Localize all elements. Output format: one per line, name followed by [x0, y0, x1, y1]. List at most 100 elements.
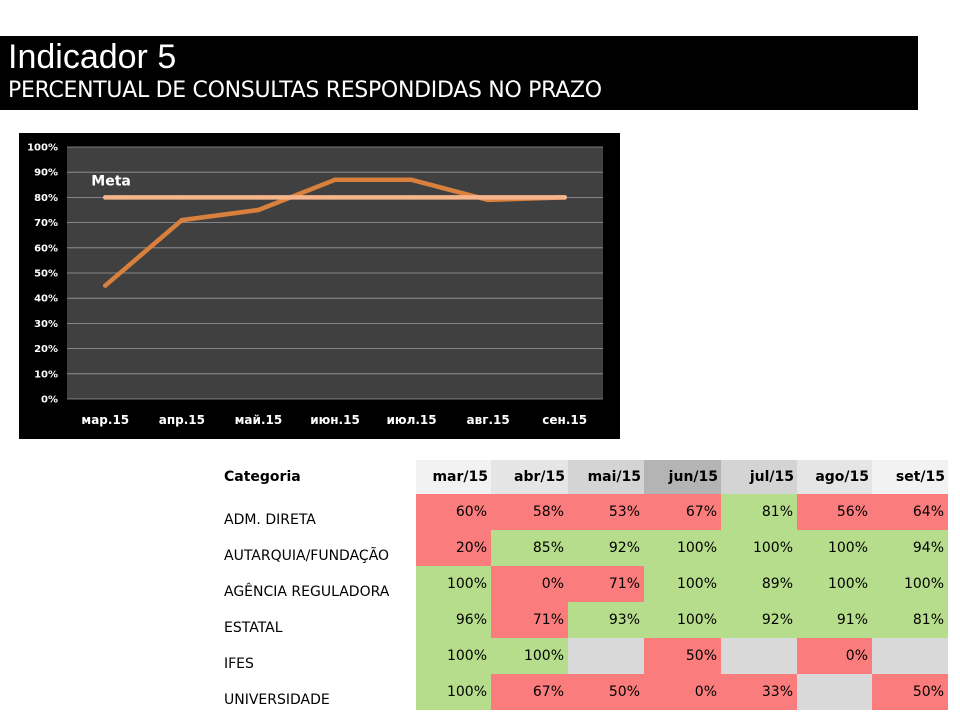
- table-cell: 50%: [568, 674, 644, 710]
- table-cell: 92%: [721, 602, 797, 638]
- table-cell: 100%: [416, 566, 491, 602]
- slide-subtitle: PERCENTUAL DE CONSULTAS RESPONDIDAS NO P…: [8, 78, 602, 103]
- table-row: IFES 100% 100% 50% 0%: [221, 638, 948, 674]
- line-chart: 0% 10% 20% 30% 40% 50% 60% 70% 80% 90% 100% мар.15 а…: [19, 133, 620, 439]
- x-tick-label: апр.15: [159, 413, 205, 427]
- y-tick-label: 70%: [34, 218, 58, 229]
- column-header: mai/15: [568, 460, 644, 494]
- table-cell: [797, 674, 872, 710]
- table-cell: 81%: [721, 494, 797, 530]
- data-point: [179, 217, 185, 223]
- meta-point: [562, 195, 567, 200]
- table-cell: 33%: [721, 674, 797, 710]
- table-cell: 85%: [491, 530, 568, 566]
- table-cell: 100%: [416, 674, 491, 710]
- table-cell: 0%: [797, 638, 872, 674]
- y-tick-label: 30%: [34, 319, 58, 330]
- y-tick-label: 80%: [34, 193, 58, 204]
- y-tick-label: 10%: [34, 369, 58, 380]
- table-cell: 50%: [644, 638, 721, 674]
- table-cell: 0%: [644, 674, 721, 710]
- table-cell: 71%: [568, 566, 644, 602]
- y-tick-label: 60%: [34, 243, 58, 254]
- table-cell: 92%: [568, 530, 644, 566]
- data-point: [332, 177, 338, 182]
- slide-title: Indicador 5: [8, 38, 177, 76]
- table-cell: 50%: [872, 674, 948, 710]
- x-tick-label: июн.15: [310, 413, 360, 427]
- table-cell: 93%: [568, 602, 644, 638]
- title-bar: [0, 36, 918, 110]
- x-tick-label: май.15: [235, 413, 283, 427]
- chart-svg: 0% 10% 20% 30% 40% 50% 60% 70% 80% 90% 100% мар.15 а…: [27, 143, 603, 427]
- column-header: ago/15: [797, 460, 872, 494]
- meta-point: [103, 195, 108, 200]
- table-cell: 100%: [416, 638, 491, 674]
- table-cell: 71%: [491, 602, 568, 638]
- table-cell: 100%: [721, 530, 797, 566]
- column-header-categoria: Categoria: [221, 460, 416, 494]
- row-label: ADM. DIRETA: [221, 494, 416, 530]
- meta-point: [409, 195, 414, 200]
- x-tick-label: июл.15: [387, 413, 437, 427]
- table-cell: 96%: [416, 602, 491, 638]
- x-tick-label: сен.15: [542, 413, 587, 427]
- table-cell: 60%: [416, 494, 491, 530]
- table-row: ESTATAL 96% 71% 93% 100% 92% 91% 81%: [221, 602, 948, 638]
- table-cell: 100%: [644, 530, 721, 566]
- table-row: UNIVERSIDADE 100% 67% 50% 0% 33% 50%: [221, 674, 948, 710]
- row-label: UNIVERSIDADE: [221, 674, 416, 710]
- y-tick-label: 50%: [34, 269, 58, 280]
- row-label: AUTARQUIA/FUNDAÇÃO: [221, 530, 416, 566]
- meta-point: [179, 195, 185, 200]
- table-row: ADM. DIRETA 60% 58% 53% 67% 81% 56% 64%: [221, 494, 948, 530]
- table-cell: 20%: [416, 530, 491, 566]
- column-header: set/15: [872, 460, 948, 494]
- table-row: AUTARQUIA/FUNDAÇÃO 20% 85% 92% 100% 100% 100% 9…: [221, 530, 948, 566]
- table-cell: 56%: [797, 494, 872, 530]
- table-cell: 81%: [872, 602, 948, 638]
- y-tick-label: 100%: [27, 143, 58, 154]
- table-cell: 67%: [491, 674, 568, 710]
- table-body: ADM. DIRETA 60% 58% 53% 67% 81% 56% 64% AUTARQUI…: [221, 494, 948, 710]
- table-cell: 89%: [721, 566, 797, 602]
- table-cell: 64%: [872, 494, 948, 530]
- y-tick-label: 20%: [34, 344, 58, 355]
- table-cell: 100%: [797, 530, 872, 566]
- category-table: Categoria mar/15 abr/15 mai/15 jun/15 jul/15 a…: [221, 460, 948, 710]
- table-cell: 100%: [644, 566, 721, 602]
- column-header: jun/15: [644, 460, 721, 494]
- table-cell: 94%: [872, 530, 948, 566]
- y-tick-label: 40%: [34, 294, 58, 305]
- y-tick-label: 0%: [41, 395, 58, 406]
- table-row: AGÊNCIA REGULADORA 100% 0% 71% 100% 89% 100% 10…: [221, 566, 948, 602]
- table-cell: 53%: [568, 494, 644, 530]
- column-header: jul/15: [721, 460, 797, 494]
- column-header: mar/15: [416, 460, 491, 494]
- table-cell: [721, 638, 797, 674]
- meta-label: Meta: [91, 173, 131, 189]
- row-label: IFES: [221, 638, 416, 674]
- x-tick-label: авг.15: [467, 413, 510, 427]
- meta-point: [256, 195, 261, 200]
- table-cell: [872, 638, 948, 674]
- row-label: AGÊNCIA REGULADORA: [221, 566, 416, 602]
- table-cell: 100%: [797, 566, 872, 602]
- meta-point: [332, 195, 338, 200]
- row-label: ESTATAL: [221, 602, 416, 638]
- table-header-row: Categoria mar/15 abr/15 mai/15 jun/15 jul/15 a…: [221, 460, 948, 494]
- data-point: [256, 207, 261, 213]
- table-cell: 100%: [872, 566, 948, 602]
- table-cell: 100%: [644, 602, 721, 638]
- column-header: abr/15: [491, 460, 568, 494]
- table-cell: 100%: [491, 638, 568, 674]
- table-cell: 91%: [797, 602, 872, 638]
- x-tick-label: мар.15: [81, 413, 129, 427]
- y-tick-label: 90%: [34, 168, 58, 179]
- meta-point: [485, 195, 491, 200]
- table-cell: [568, 638, 644, 674]
- table-cell: 67%: [644, 494, 721, 530]
- data-point: [409, 177, 414, 182]
- table-cell: 58%: [491, 494, 568, 530]
- table-cell: 0%: [491, 566, 568, 602]
